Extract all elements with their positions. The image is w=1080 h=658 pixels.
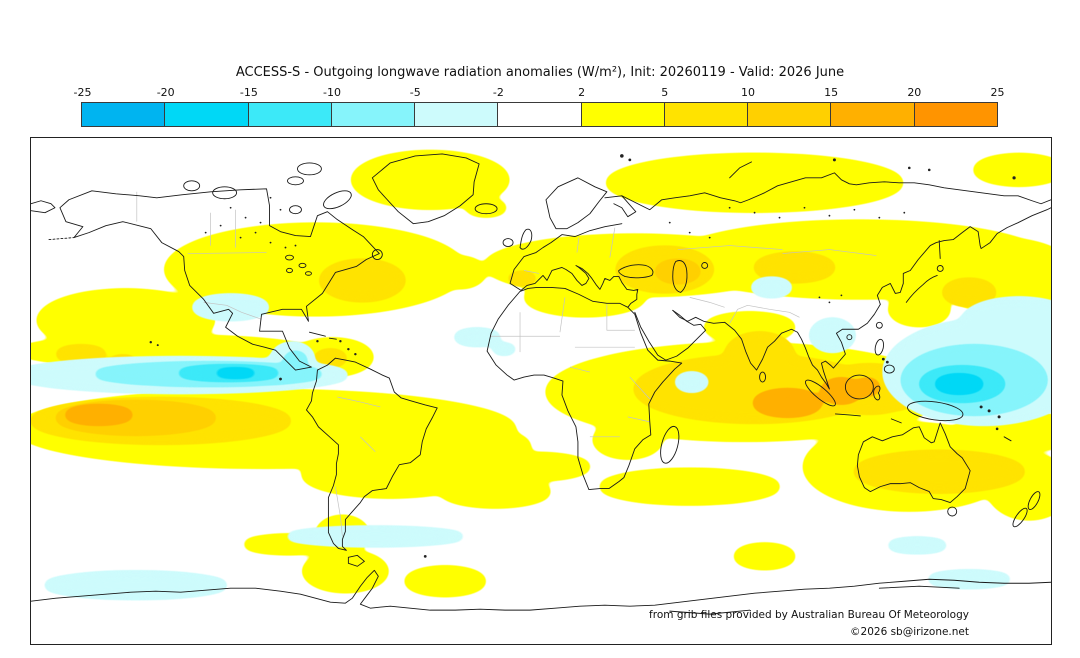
anomaly-region-japan-northeast-core [943,279,996,306]
colorbar-tick-labels: -25 -20 -15 -10 -5 -2 2 5 10 15 20 25 [74,86,1005,100]
anomaly-region-caucasus-inner [655,260,700,283]
anomaly-region-vietnam [810,319,855,352]
anomaly-region-caribbean-core [314,350,347,367]
page-title: ACCESS-S - Outgoing longwave radiation a… [235,65,845,80]
anomaly-region-azores-iberia-west [435,257,486,288]
colorbar-tick-label: 10 [740,86,755,99]
colorbar-segment [165,103,249,126]
anomaly-region-south-brazil-atlantic [302,452,479,497]
anomaly-region-central-america-core [284,352,307,369]
anomaly-region-south-africa-east [593,421,662,458]
colorbar-tick-label: 15 [824,86,839,99]
anomaly-region-northeast-brazil [385,425,476,454]
anomaly-region-gulf-of-alaska [37,290,214,351]
colorbar-bar [81,102,998,127]
anomaly-region-south-atlantic-band [285,527,466,546]
anomaly-region-australia-core [854,451,1025,492]
anomaly-region-west-africa-coast [492,344,517,355]
anomaly-region-indian-ocean-orange [753,390,822,416]
anomaly-region-canadian-arctic-greenland [352,151,509,208]
colorbar-tick-label: -10 [323,86,342,99]
colorbar-segment [248,103,332,126]
colorbar-tick-label: 2 [578,86,586,99]
colorbar-segment [664,103,749,126]
colorbar-tick-label: -2 [492,86,504,99]
world-map [31,151,1051,615]
anomaly-region-central-asia-core [754,253,835,282]
colorbar-segment [331,103,416,126]
anomaly-region-northwest-africa-coast [454,329,501,346]
anomaly-region-philippine-sea [961,298,1051,347]
anomaly-region-iceland [466,199,507,216]
anomaly-region-north-pacific-band [31,336,314,367]
colorbar-segment [581,103,665,126]
colorbar-segment [748,103,832,126]
anomaly-region-southern-ocean-southeast [927,571,1012,588]
colorbar-tick-label: 25 [990,86,1005,99]
anomaly-region-antarctica-atlantic [405,567,486,596]
colorbar-segment [82,103,166,126]
map-frame: from grib files provided by Australian B… [30,137,1052,645]
anomaly-region-northwest-us-core [320,260,405,301]
anomaly-region-pakistan-northwest-india [704,313,795,342]
anomaly-region-central-indian-ocean [675,373,708,391]
anomaly-region-south-indian-east [599,469,780,504]
colorbar-tick-label: -20 [156,86,175,99]
anomaly-region-south-of-australia [887,538,948,553]
anomaly-region-antarctic-peninsula [303,551,388,592]
anomaly-level-group [213,369,984,393]
anomaly-region-south-indian-west [480,453,590,480]
anomaly-region-south-pacific-orange [64,405,133,424]
anomaly-region-spain [508,272,537,285]
coastline-layer [31,153,1051,615]
colorbar-segment [914,103,997,126]
anomaly-region-japan-sea [889,293,950,326]
colorbar-tick-label: -5 [409,86,421,99]
anomaly-region-southwest-atlantic [440,476,550,507]
anomaly-region-arctic-far-east [974,154,1051,185]
colorbar-tick-label: -15 [239,86,258,99]
attribution-copyright: ©2026 sb@irizone.net [850,626,969,638]
lake-speckles [204,158,1016,304]
colorbar-tick-label: -25 [73,86,92,99]
anomaly-region-antarctica-east [734,544,795,569]
anomaly-region-arctic-siberia [606,154,903,211]
attribution-source: from grib files provided by Australian B… [649,609,969,621]
anomaly-region-central-asia-tarim [751,278,792,297]
country-borders-layer [136,191,877,537]
colorbar-segment [498,103,582,126]
colorbar-segment [415,103,499,126]
anomaly-level-group [64,379,880,424]
anomaly-region-north-pacific-spot-west [55,346,106,363]
anomaly-region-southern-ocean-west [43,572,228,599]
colorbar-tick-label: 20 [907,86,922,99]
anomaly-region-west-pacific-deep [935,375,984,393]
colorbar: -25 -20 -15 -10 -5 -2 2 5 10 15 20 25 [74,86,1005,128]
colorbar-segment [831,103,915,126]
colorbar-tick-label: 5 [661,86,669,99]
anomaly-region-equatorial-east-pacific-deep [213,369,258,378]
